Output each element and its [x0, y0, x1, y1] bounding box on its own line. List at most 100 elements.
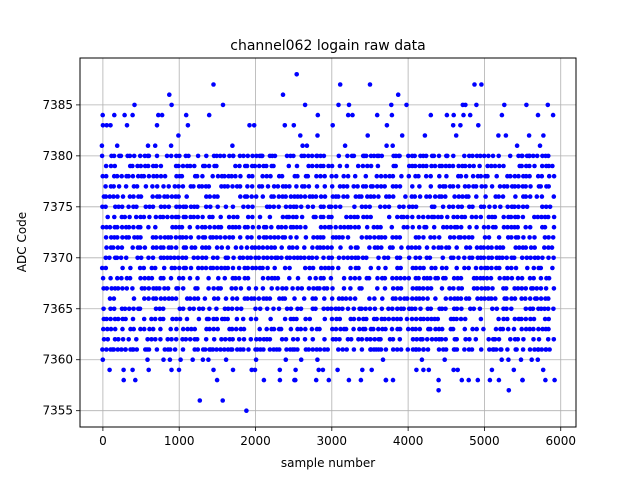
data-point: [252, 296, 257, 301]
data-point: [435, 275, 441, 281]
data-point: [176, 367, 182, 373]
data-point: [147, 204, 152, 210]
data-point: [542, 316, 548, 322]
data-point: [369, 367, 375, 373]
data-point: [103, 204, 108, 210]
data-point: [245, 214, 251, 220]
data-point: [272, 245, 278, 250]
data-point: [214, 235, 219, 240]
data-point: [192, 245, 198, 250]
data-point: [269, 224, 274, 230]
data-point: [448, 296, 453, 301]
data-point: [527, 235, 532, 240]
data-point: [466, 235, 472, 240]
data-point: [460, 194, 465, 199]
data-point: [302, 194, 308, 199]
data-point: [462, 326, 468, 332]
data-point: [298, 204, 304, 210]
data-point: [478, 214, 484, 220]
data-point: [127, 214, 132, 220]
data-point: [130, 163, 135, 169]
data-point: [489, 296, 494, 301]
data-point: [279, 224, 284, 230]
data-point: [110, 245, 116, 250]
data-point: [317, 286, 322, 291]
data-point: [513, 194, 518, 199]
data-point: [238, 326, 244, 332]
data-point: [383, 265, 388, 271]
data-point: [536, 337, 542, 342]
data-point: [382, 286, 388, 291]
data-point: [192, 326, 198, 332]
data-point: [450, 163, 456, 169]
data-point: [359, 347, 365, 352]
data-point: [523, 316, 529, 322]
data-point: [321, 163, 326, 169]
data-point: [424, 337, 430, 342]
data-point: [523, 245, 529, 250]
data-point: [487, 377, 493, 383]
data-point: [439, 286, 445, 291]
data-point: [498, 204, 503, 210]
data-point: [121, 377, 126, 383]
data-point: [423, 224, 429, 230]
data-point: [364, 316, 369, 322]
data-point: [338, 224, 343, 230]
data-point: [294, 163, 300, 169]
data-point: [196, 265, 201, 271]
data-point: [146, 224, 151, 230]
data-point: [550, 235, 556, 240]
data-point: [290, 214, 296, 220]
data-point: [229, 326, 235, 332]
data-point: [196, 306, 202, 312]
data-point: [532, 163, 537, 169]
data-point: [362, 153, 367, 159]
data-point: [436, 235, 442, 240]
data-point: [260, 173, 265, 179]
data-point: [206, 316, 211, 322]
data-point: [146, 296, 151, 301]
data-point: [429, 337, 435, 342]
data-point: [348, 275, 353, 281]
data-point: [527, 275, 533, 281]
data-point: [307, 275, 313, 281]
data-point: [309, 153, 315, 159]
data-point: [416, 173, 421, 179]
data-point: [164, 153, 170, 159]
data-point: [138, 214, 143, 220]
data-point: [222, 275, 228, 281]
data-point: [174, 204, 179, 210]
data-point: [172, 255, 177, 261]
data-point: [462, 316, 468, 322]
data-point: [508, 214, 514, 220]
data-point: [253, 194, 259, 199]
data-point: [513, 245, 518, 250]
data-point: [391, 316, 396, 322]
data-point: [150, 204, 156, 210]
data-point: [456, 163, 461, 169]
data-point: [527, 224, 533, 230]
data-point: [390, 235, 395, 240]
data-point: [450, 326, 456, 332]
data-point: [393, 163, 399, 169]
data-point: [412, 153, 418, 159]
data-point: [230, 184, 235, 189]
data-point: [416, 275, 421, 281]
data-point: [149, 316, 154, 322]
data-point: [152, 143, 158, 148]
data-point: [233, 275, 238, 281]
data-point: [103, 235, 109, 240]
data-point: [264, 163, 269, 169]
data-point: [112, 316, 118, 322]
data-point: [431, 153, 437, 159]
data-point: [363, 184, 369, 189]
data-point: [527, 194, 533, 199]
data-point: [494, 306, 500, 312]
data-point: [551, 194, 557, 199]
data-point: [236, 275, 242, 281]
data-point: [115, 275, 120, 281]
data-point: [336, 265, 341, 271]
data-point: [298, 133, 303, 138]
data-point: [158, 296, 164, 301]
data-point: [153, 235, 159, 240]
